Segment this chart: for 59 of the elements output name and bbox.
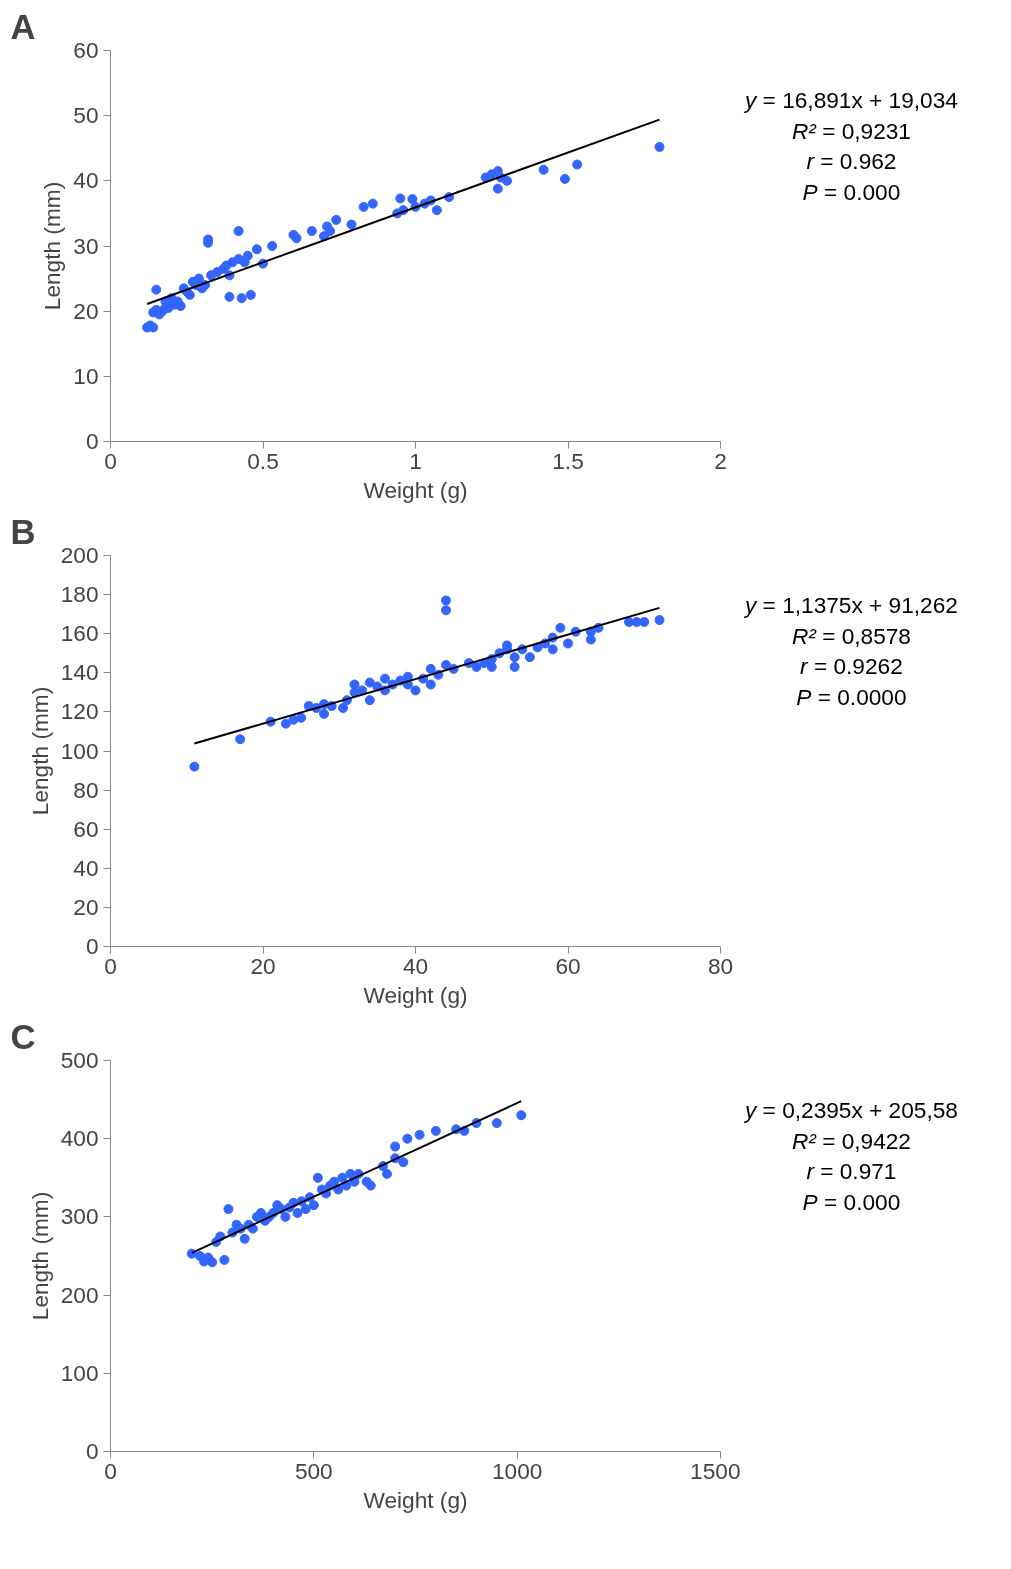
y-tick-label: 100: [60, 1359, 99, 1386]
text: y = 16,891x + 19,034: [745, 87, 958, 113]
y-tick-label: 0: [85, 1438, 99, 1464]
x-tick-label: 1500: [690, 1457, 741, 1484]
text: y = 1,1375x + 91,262: [745, 592, 958, 618]
x-tick-label: 40: [402, 952, 429, 979]
chart-title: B: [10, 512, 36, 551]
y-axis-title: Length (mm): [26, 686, 53, 816]
x-tick-label: 500: [294, 1457, 333, 1484]
y-tick-label: 80: [73, 776, 99, 803]
y-tick-label: 160: [60, 620, 99, 647]
y-tick-label: 400: [60, 1125, 99, 1152]
y-axis-title: Length (mm): [26, 1191, 53, 1321]
x-tick-label: 1: [409, 447, 422, 474]
y-tick-label: 140: [60, 659, 99, 686]
y-tick-label: 0: [85, 428, 99, 454]
y-tick-label: 500: [60, 1047, 99, 1073]
y-tick-label: 120: [60, 698, 99, 725]
x-tick-label: 0: [104, 952, 117, 979]
text: y = 0,2395x + 205,58: [745, 1097, 958, 1123]
x-axis-title: Weight (g): [363, 1486, 468, 1513]
x-tick-label: 60: [555, 952, 581, 979]
x-tick-label: 1000: [491, 1457, 543, 1484]
y-tick-label: 200: [60, 1281, 99, 1308]
x-axis-title: Weight (g): [363, 476, 468, 503]
text: P = 0.0000: [796, 683, 907, 710]
text: r = 0.9262: [800, 653, 903, 680]
y-tick-label: 30: [73, 232, 99, 259]
text: P = 0.000: [802, 1188, 901, 1215]
y-tick-label: 200: [60, 542, 99, 568]
text: R² = 0,9422: [791, 1127, 911, 1154]
y-axis-title: Length (mm): [39, 181, 66, 311]
text: r = 0.962: [806, 148, 897, 175]
chart-title: C: [10, 1017, 36, 1056]
y-tick-label: 300: [60, 1203, 99, 1230]
x-tick-label: 80: [707, 952, 734, 979]
y-tick-label: 40: [73, 854, 99, 881]
text: R² = 0,8578: [791, 622, 911, 649]
text: r = 0.971: [806, 1158, 897, 1185]
y-tick-label: 100: [60, 737, 99, 764]
y-tick-label: 60: [73, 37, 99, 63]
y-tick-label: 10: [73, 362, 99, 389]
x-axis-title: Weight (g): [363, 981, 468, 1008]
x-tick-label: 0: [104, 447, 117, 474]
x-tick-label: 20: [250, 952, 276, 979]
y-tick-label: 20: [73, 893, 99, 920]
x-tick-label: 2: [714, 447, 727, 474]
y-tick-label: 0: [85, 933, 99, 959]
y-tick-label: 40: [73, 167, 99, 194]
chart-title: A: [10, 7, 36, 46]
y-tick-label: 50: [73, 102, 99, 129]
y-tick-label: 60: [73, 815, 99, 842]
text: P = 0.000: [802, 178, 901, 205]
y-tick-label: 180: [60, 581, 99, 608]
y-tick-label: 20: [73, 297, 99, 324]
x-tick-label: 0.5: [247, 447, 279, 474]
x-tick-label: 1.5: [552, 447, 584, 474]
text: R² = 0,9231: [791, 117, 911, 144]
x-tick-label: 0: [104, 1457, 117, 1484]
